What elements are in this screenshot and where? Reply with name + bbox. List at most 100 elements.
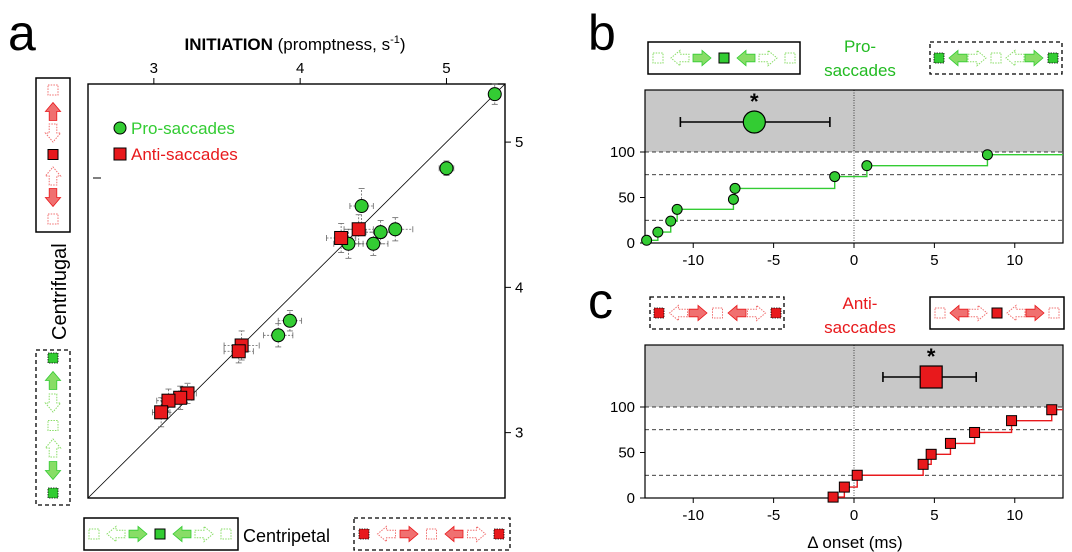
fixation-square-icon	[154, 528, 166, 540]
pro-saccade-point	[366, 236, 381, 251]
panel-a-title-bold: INITIATION	[184, 35, 272, 54]
legend-marker-anti	[113, 147, 127, 161]
pro-saccade-point	[354, 199, 369, 214]
y-tick-label: 0	[627, 235, 635, 252]
data-point	[727, 193, 739, 205]
panel-b-label: b	[588, 5, 616, 61]
y-tick-label: 50	[618, 445, 635, 462]
panel-b-title-line1: Pro-	[844, 37, 876, 56]
dotted-arrow-icon	[967, 49, 987, 67]
data-point	[729, 182, 741, 194]
solid-arrow-icon	[692, 49, 712, 67]
panel-c-title-line2: saccades	[824, 318, 896, 337]
data-point	[665, 215, 677, 227]
solid-arrow-icon	[44, 188, 62, 208]
anti-saccade-point	[231, 344, 246, 359]
solid-arrow-icon	[44, 461, 62, 481]
target-cross-icon	[493, 528, 505, 540]
anti-saccade-point	[161, 393, 176, 408]
dotted-square-icon	[712, 307, 723, 319]
x-tick-label: 0	[850, 507, 858, 524]
fixation-square-icon	[718, 52, 730, 64]
solid-arrow-icon	[128, 525, 148, 543]
pro-saccade-point	[439, 161, 454, 176]
dotted-arrow-icon	[44, 123, 62, 143]
centripetal-pro-icon-box	[83, 517, 239, 551]
panel-c-label: c	[588, 273, 613, 329]
data-point	[925, 448, 937, 460]
solid-arrow-icon	[1025, 304, 1045, 322]
solid-arrow-icon	[399, 525, 419, 543]
anti-saccade-point	[334, 230, 349, 245]
mean-marker	[919, 365, 943, 389]
dotted-arrow-icon	[44, 438, 62, 458]
panel-a-title-end: )	[400, 35, 406, 54]
data-point	[969, 426, 981, 438]
centripetal-label: Centripetal	[243, 526, 330, 546]
panel-a-title-rest: (promptness, s	[273, 35, 390, 54]
pro-saccade-point	[373, 225, 388, 240]
cumulative-step-line	[833, 409, 1063, 498]
data-point	[1046, 404, 1058, 416]
plot-frame	[87, 83, 506, 499]
anti-saccade-point	[173, 390, 188, 405]
data-point	[652, 226, 664, 238]
dotted-arrow-icon	[747, 304, 767, 322]
target-cross-icon	[1047, 52, 1059, 64]
panel-a-title-sup: -1	[390, 34, 400, 46]
data-point	[671, 203, 683, 215]
dotted-square-icon	[990, 52, 1002, 64]
panel-b-pro-outward-icon-box	[929, 41, 1063, 75]
x-tick-label: 3	[150, 60, 158, 77]
cumulative-step-line	[646, 154, 1063, 241]
legend-label: Anti-saccades	[131, 145, 238, 164]
y-tick-label: 100	[610, 399, 635, 416]
dotted-arrow-icon	[106, 525, 126, 543]
fixation-square-icon	[47, 149, 59, 160]
dotted-square-icon	[784, 52, 796, 64]
target-cross-icon	[770, 307, 782, 319]
solid-arrow-icon	[44, 101, 62, 121]
data-point	[851, 469, 863, 481]
solid-arrow-icon	[44, 370, 62, 390]
pro-saccade-point	[282, 313, 297, 328]
solid-arrow-icon	[949, 304, 969, 322]
dotted-arrow-icon	[670, 49, 690, 67]
data-point	[838, 481, 850, 493]
data-point	[829, 171, 841, 183]
dotted-arrow-icon	[44, 393, 62, 413]
target-cross-icon	[47, 352, 59, 364]
x-tick-label: 5	[442, 60, 450, 77]
panel-a-plot: 3 4 5 3 4 5 Pro-saccades Anti-saccades	[87, 60, 523, 499]
x-tick-label: -5	[767, 252, 780, 269]
pro-saccade-point	[388, 222, 403, 237]
dotted-arrow-icon	[758, 49, 778, 67]
dotted-arrow-icon	[44, 166, 62, 186]
y-tick-label: 100	[610, 144, 635, 161]
panel-b-pro-icon-box	[647, 41, 801, 75]
panel-c-title-line1: Anti-	[843, 294, 878, 313]
dotted-square-icon	[88, 528, 100, 540]
panel-a-label: a	[8, 5, 36, 61]
dotted-square-icon	[652, 52, 664, 64]
solid-arrow-icon	[736, 49, 756, 67]
x-tick-label: 5	[930, 507, 938, 524]
x-tick-label: 10	[1006, 252, 1023, 269]
legend-marker-pro	[113, 121, 127, 135]
anti-saccade-point	[351, 222, 366, 237]
y-tick-label: 0	[627, 490, 635, 507]
panel-b-title-line2: saccades	[824, 61, 896, 80]
data-point	[827, 491, 839, 503]
dotted-square-icon	[47, 84, 59, 96]
target-cross-icon	[933, 52, 945, 64]
centripetal-anti-icon-box	[353, 517, 511, 551]
anti-saccade-point	[154, 405, 169, 420]
dotted-arrow-icon	[194, 525, 214, 543]
panel-c-xlabel: Δ onset (ms)	[807, 533, 902, 552]
data-point	[861, 160, 873, 172]
dotted-square-icon	[426, 528, 437, 540]
dotted-arrow-icon	[968, 304, 988, 322]
x-tick-label: 10	[1006, 507, 1023, 524]
target-cross-icon	[358, 528, 370, 540]
